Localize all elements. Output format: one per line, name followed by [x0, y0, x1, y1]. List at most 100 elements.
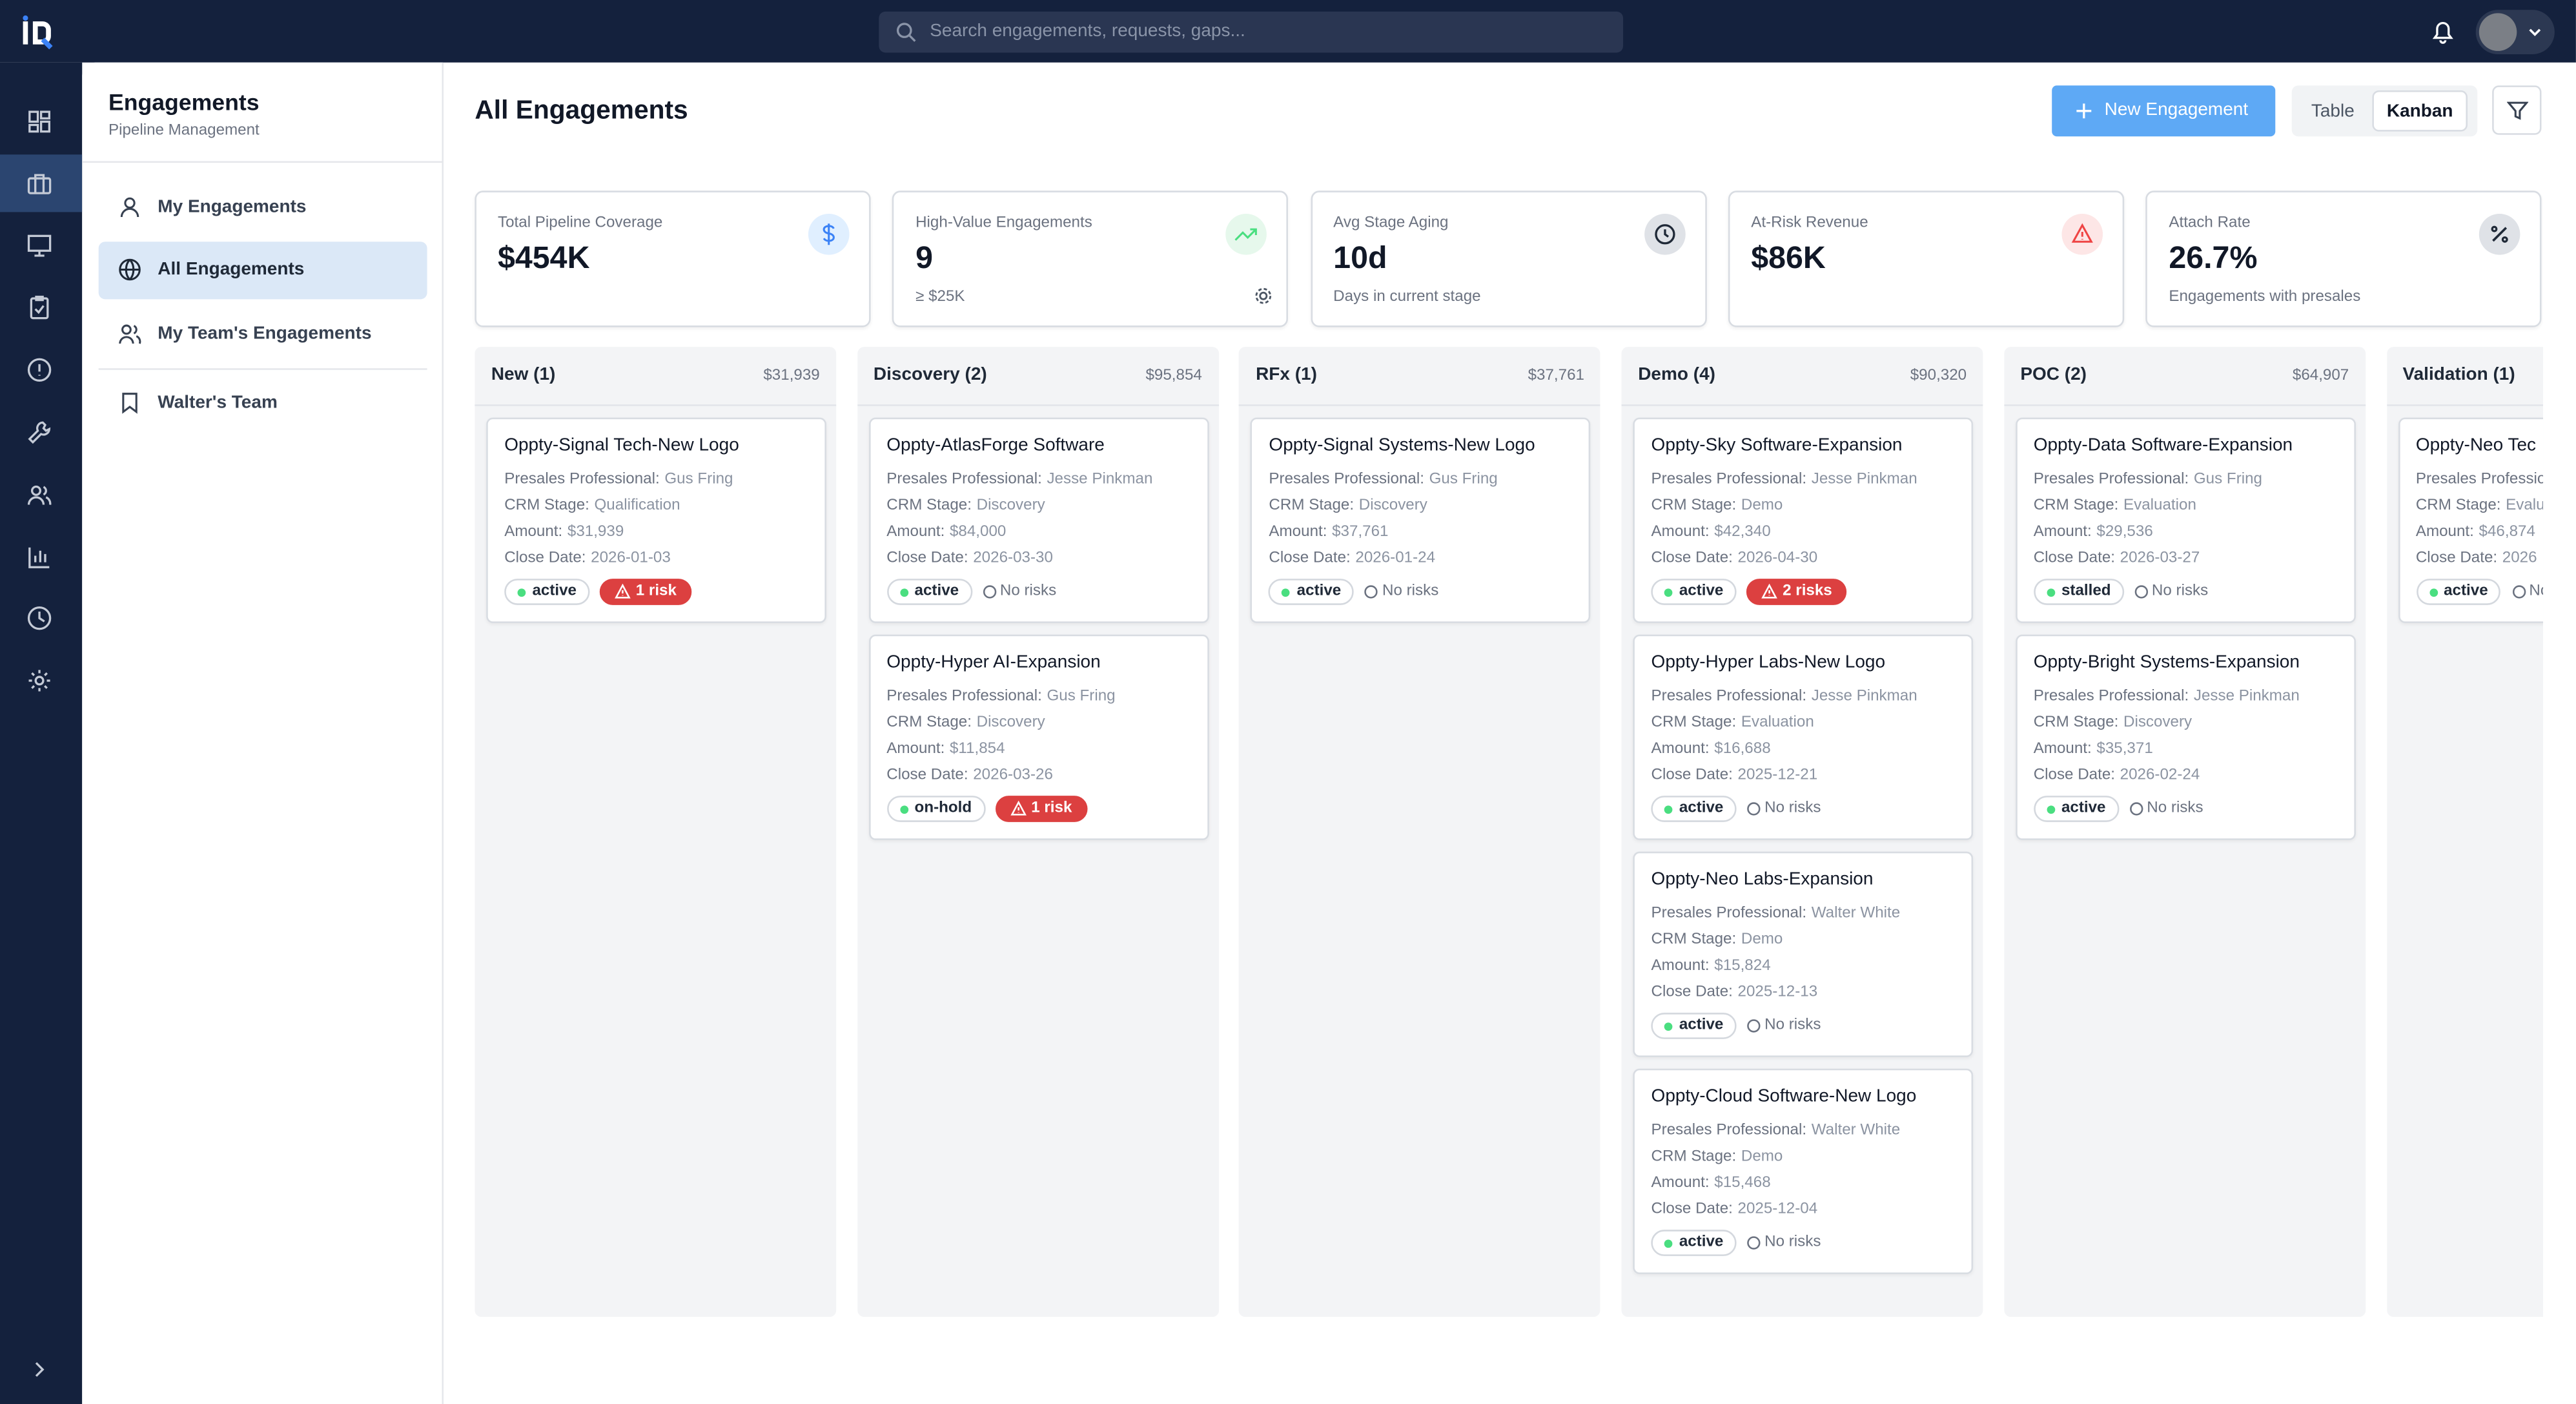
card-title: Oppty-Hyper AI-Expansion	[886, 652, 1101, 673]
stat-icon	[2061, 213, 2103, 255]
rail-icon[interactable]	[26, 544, 53, 571]
card-field: Amount: $11,854	[886, 740, 1005, 758]
field-value: $84,000	[949, 522, 1007, 541]
column-total: $64,907	[2292, 366, 2349, 385]
field-value: 2026-01-03	[591, 549, 671, 568]
risk-label: No risks	[1764, 1233, 1821, 1252]
no-risk-icon	[1747, 1236, 1761, 1250]
top-bar: Search engagements, requests, gaps...	[0, 0, 2576, 63]
no-risk-icon	[983, 585, 996, 599]
card-field: Presales Professional: Walter White	[1651, 1121, 1901, 1139]
field-value: Jesse Pinkman	[2193, 687, 2300, 706]
nav-item[interactable]: All Engagements	[98, 242, 427, 300]
card-field: CRM Stage: Qualification	[504, 497, 680, 515]
view-option[interactable]: Table	[2298, 90, 2367, 132]
divider	[98, 368, 427, 370]
engagement-card[interactable]: Oppty-Neo Labs-Expansion Presales Profess…	[1633, 851, 1974, 1057]
engagement-card[interactable]: Oppty-Hyper Labs-New Logo Presales Profes…	[1633, 634, 1974, 840]
field-label: Close Date:	[504, 549, 586, 568]
filter-button[interactable]	[2492, 85, 2542, 135]
user-menu[interactable]	[2475, 10, 2555, 55]
nav-item[interactable]: Walter's Team	[99, 375, 427, 432]
engagement-card[interactable]: Oppty-Signal Tech-New Logo Presales Profe…	[486, 417, 826, 623]
status-dot	[2047, 588, 2055, 597]
search-placeholder: Search engagements, requests, gaps...	[930, 21, 1245, 41]
engagement-card[interactable]: Oppty-AtlasForge Software Presales Profes…	[868, 417, 1209, 623]
rail-icon[interactable]	[26, 232, 53, 258]
rail-icon[interactable]	[26, 294, 53, 321]
divider	[1621, 404, 1983, 406]
nav-icon	[119, 258, 141, 281]
status-dot	[899, 588, 908, 597]
search-box[interactable]: Search engagements, requests, gaps...	[879, 11, 1624, 53]
engagement-card[interactable]: Oppty-Neo Tec Presales Professional: CRM S…	[2397, 417, 2544, 623]
risk-icon	[1010, 800, 1027, 816]
nav-item[interactable]: My Team's Engagements	[99, 306, 427, 364]
field-label: Amount:	[2033, 522, 2092, 541]
field-label: CRM Stage:	[1651, 713, 1737, 732]
settings-icon	[1256, 287, 1272, 304]
sidebar: Engagements Pipeline Management My Engag…	[82, 62, 444, 1404]
rail-icon[interactable]	[26, 668, 53, 694]
stat-icon	[1644, 213, 1685, 255]
notifications[interactable]	[2429, 18, 2456, 45]
engagement-card[interactable]: Oppty-Hyper AI-Expansion Presales Profess…	[868, 634, 1209, 840]
view-option[interactable]: Kanban	[2372, 90, 2468, 132]
engagement-card[interactable]: Oppty-Sky Software-Expansion Presales Pro…	[1633, 417, 1974, 623]
rail-icon[interactable]	[26, 482, 53, 508]
rail-icon[interactable]	[26, 605, 53, 632]
engagement-card[interactable]: Oppty-Cloud Software-New Logo Presales Pr…	[1633, 1068, 1974, 1274]
field-value: Demo	[1741, 1147, 1783, 1166]
field-value: Jesse Pinkman	[1047, 470, 1153, 489]
card-field: CRM Stage:Evaluation	[1651, 714, 1814, 732]
stat-icon	[808, 213, 850, 255]
card-field: CRM Stage:Evaluation	[2416, 497, 2543, 515]
field-value: Discovery	[1358, 496, 1427, 515]
card-title: Oppty-Data Software-Expansion	[2033, 435, 2293, 456]
rail-icon[interactable]	[26, 108, 53, 135]
rail-icon[interactable]	[26, 171, 53, 198]
card-title: Oppty-Sky Software-Expansion	[1651, 435, 1903, 456]
stat-label: Attach Rate	[2169, 213, 2251, 232]
no-risk-icon	[1747, 1019, 1761, 1033]
card-field: Presales Professional: Gus Fring	[2034, 470, 2262, 488]
stat-value: $86K	[1751, 242, 1826, 276]
card-field: CRM Stage: Demo	[1651, 1148, 1783, 1166]
field-label: Presales Professional:	[2415, 470, 2543, 489]
field-label: Presales Professional:	[1651, 1121, 1807, 1140]
card-field: Amount: $31,939	[504, 523, 624, 541]
field-value: 2026-03-30	[973, 549, 1053, 568]
status-label: active	[1679, 799, 1724, 818]
engagement-card[interactable]: Oppty-Bright Systems-Expansion Presales P…	[2015, 634, 2356, 840]
field-label: Close Date:	[1651, 1200, 1733, 1219]
engagement-card[interactable]: Oppty-Data Software-Expansion Presales Pr…	[2015, 417, 2356, 623]
risk-label: 2 risks	[1783, 582, 1832, 601]
card-field: CRM Stage: Demo	[1651, 497, 1783, 515]
expand-icon	[35, 1362, 45, 1377]
logo	[23, 15, 53, 50]
field-label: Close Date:	[2033, 766, 2116, 785]
field-label: Amount:	[504, 522, 563, 541]
risk-label: No risks	[1764, 799, 1821, 818]
status-badge: active	[2033, 796, 2119, 822]
field-value: 2026	[2502, 549, 2537, 568]
stat-label: Total Pipeline Coverage	[498, 213, 663, 232]
nav-label: My Team's Engagements	[158, 324, 372, 344]
column-name: New (1)	[491, 365, 556, 385]
field-value: 2025-12-04	[1737, 1200, 1818, 1219]
rail-icon[interactable]	[26, 356, 53, 383]
field-label: Amount:	[886, 739, 945, 758]
nav-item[interactable]: My Engagements	[99, 179, 427, 236]
status-badge: active	[1651, 579, 1737, 605]
card-field: Amount: $46,874	[2416, 523, 2535, 541]
rail-icon[interactable]	[26, 419, 53, 446]
engagement-card[interactable]: Oppty-Signal Systems-New Logo Presales Pr…	[1251, 417, 1591, 623]
card-field: Amount: $16,688	[1651, 740, 1771, 758]
status-label: stalled	[2061, 582, 2111, 601]
status-label: active	[2061, 799, 2106, 818]
new-engagement-button[interactable]: New Engagement	[2052, 85, 2276, 137]
field-label: CRM Stage:	[1269, 496, 1354, 515]
divider	[2386, 404, 2544, 406]
kanban-column: RFx (1) $37,761 Oppty-Signal Systems-New L…	[1239, 347, 1601, 1317]
card-field: Amount: $84,000	[886, 523, 1006, 541]
